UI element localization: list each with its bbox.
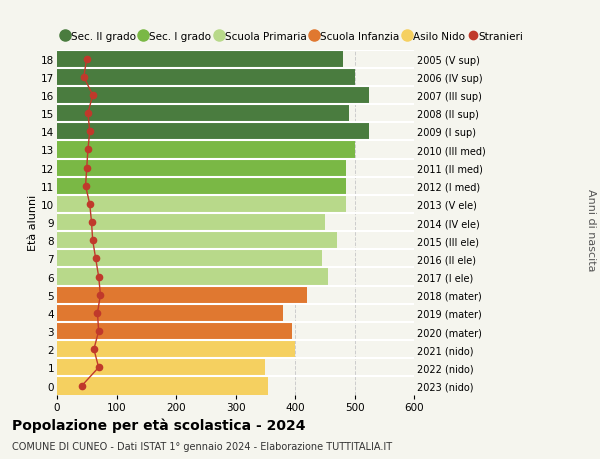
Bar bbox=[57, 123, 370, 141]
Text: Popolazione per età scolastica - 2024: Popolazione per età scolastica - 2024 bbox=[12, 418, 305, 432]
Bar bbox=[57, 196, 346, 213]
Bar bbox=[57, 141, 355, 159]
Bar bbox=[57, 250, 322, 268]
Bar bbox=[57, 159, 346, 177]
Bar bbox=[57, 50, 343, 68]
Bar bbox=[57, 177, 346, 196]
Bar bbox=[57, 341, 295, 358]
Bar bbox=[57, 286, 307, 304]
Bar bbox=[57, 232, 337, 250]
Text: COMUNE DI CUNEO - Dati ISTAT 1° gennaio 2024 - Elaborazione TUTTITALIA.IT: COMUNE DI CUNEO - Dati ISTAT 1° gennaio … bbox=[12, 441, 392, 451]
Bar bbox=[57, 322, 292, 341]
Bar bbox=[57, 377, 268, 395]
Y-axis label: Età alunni: Età alunni bbox=[28, 195, 38, 251]
Bar bbox=[57, 68, 355, 87]
Bar bbox=[57, 268, 328, 286]
Bar bbox=[57, 304, 283, 322]
Bar bbox=[57, 105, 349, 123]
Bar bbox=[57, 213, 325, 232]
Bar bbox=[57, 87, 370, 105]
Bar bbox=[57, 358, 265, 377]
Text: Anni di nascita: Anni di nascita bbox=[586, 188, 596, 271]
Legend: Sec. II grado, Sec. I grado, Scuola Primaria, Scuola Infanzia, Asilo Nido, Stran: Sec. II grado, Sec. I grado, Scuola Prim… bbox=[62, 32, 523, 42]
